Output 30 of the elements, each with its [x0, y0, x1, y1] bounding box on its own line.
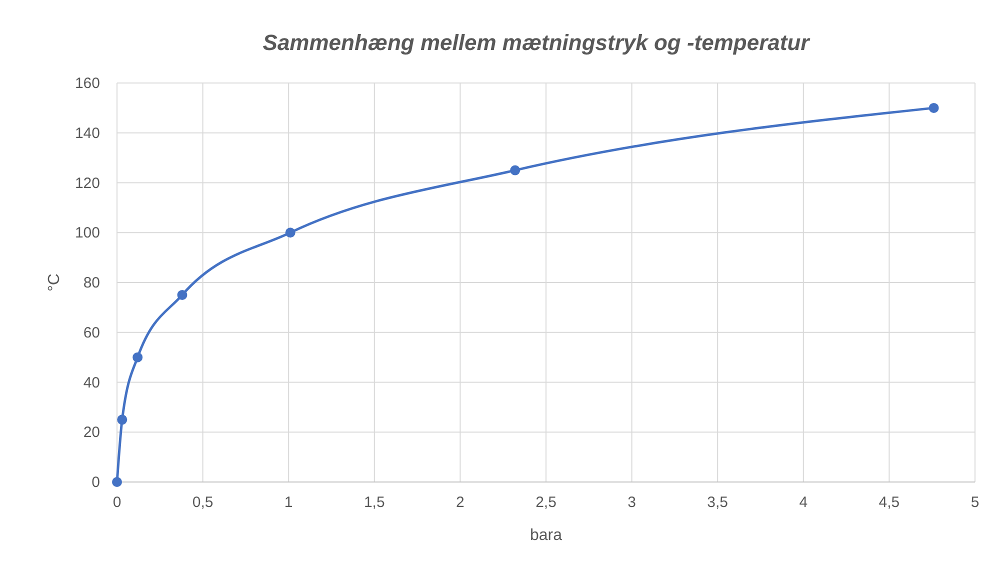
y-tick-label: 160	[74, 75, 100, 92]
y-tick-label: 60	[83, 324, 100, 342]
chart-title: Sammenhæng mellem mætningstryk og -temperatur	[262, 30, 811, 55]
x-tick-label: 3	[628, 494, 636, 511]
y-tick-label: 120	[74, 174, 100, 192]
x-tick-label: 5	[970, 494, 980, 511]
point	[117, 414, 128, 425]
y-tick-label: 80	[83, 274, 100, 292]
point	[132, 352, 143, 362]
x-tick-label: 1	[284, 494, 293, 511]
x-tick-label: 4,5	[878, 494, 900, 511]
point	[285, 228, 296, 238]
x-tick-label: 4	[799, 494, 808, 511]
x-tick-label: 1,5	[364, 494, 385, 511]
x-tick-label: 2,5	[536, 494, 556, 511]
x-tick-label: 3,5	[707, 494, 728, 511]
point	[177, 290, 188, 300]
x-tick-label: 0	[112, 494, 122, 511]
y-tick-label: 0	[92, 474, 100, 491]
point	[112, 477, 122, 487]
point	[928, 102, 939, 113]
x-tick-label: 0,5	[192, 494, 214, 511]
y-tick-label: 20	[83, 424, 100, 442]
y-tick-label: 40	[83, 374, 100, 392]
y-tick-label: 100	[74, 224, 100, 242]
point	[510, 165, 520, 176]
y-tick-label: 140	[74, 124, 100, 142]
x-tick-label: 2	[456, 494, 464, 511]
x-axis-title: bara	[530, 527, 562, 544]
y-axis-title: °C	[46, 274, 63, 292]
